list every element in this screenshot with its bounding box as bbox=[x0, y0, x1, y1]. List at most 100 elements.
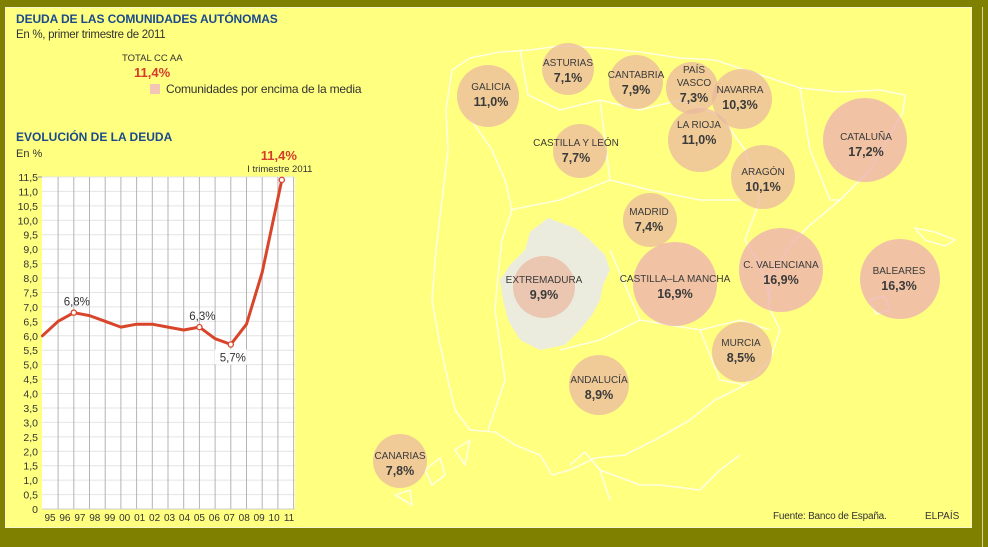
total-value: 11,4% bbox=[134, 65, 171, 80]
bubble-cataluna bbox=[823, 98, 907, 182]
bubble-aragon bbox=[731, 145, 795, 209]
region-name: LA RIOJA bbox=[677, 120, 721, 131]
y-tick-label: 3,5 bbox=[23, 403, 38, 415]
data-point-label: 5,7% bbox=[220, 352, 246, 364]
bubble-andalucia bbox=[569, 355, 629, 415]
region-name: ANDALUCÍA bbox=[570, 375, 628, 386]
x-tick-label: 05 bbox=[194, 513, 206, 524]
y-tick-label: 2,5 bbox=[23, 432, 38, 444]
x-tick-label: 96 bbox=[59, 513, 71, 524]
x-tick-label: 03 bbox=[164, 513, 176, 524]
y-tick-label: 7,0 bbox=[23, 302, 38, 314]
region-label-madrid: MADRID 7,4% bbox=[629, 206, 668, 236]
region-value: 7,9% bbox=[621, 83, 651, 97]
y-tick-label: 8,0 bbox=[23, 273, 38, 285]
region-label-baleares: BALEARES 16,3% bbox=[873, 265, 926, 295]
y-tick-label: 11,0 bbox=[18, 186, 38, 198]
region-name: MURCIA bbox=[721, 338, 761, 349]
x-tick-label: 04 bbox=[179, 513, 191, 524]
bubble-pais-vasco bbox=[666, 62, 718, 114]
x-tick-label: 07 bbox=[224, 513, 236, 524]
data-point-marker bbox=[227, 341, 235, 348]
bubble-baleares bbox=[860, 239, 940, 319]
bubble-extremadura bbox=[513, 256, 575, 318]
region-label-asturias: ASTURIAS 7,1% bbox=[543, 57, 593, 87]
region-value: 7,3% bbox=[679, 91, 709, 105]
region-label-cataluna: CATALUÑA 17,2% bbox=[840, 131, 892, 161]
y-tick-label: 0,5 bbox=[23, 490, 38, 502]
region-value: 7,4% bbox=[634, 220, 664, 234]
bubble-cantabria bbox=[609, 55, 663, 109]
data-point-marker bbox=[70, 309, 78, 316]
y-tick-label: 4,5 bbox=[23, 374, 38, 386]
region-label-murcia: MURCIA 8,5% bbox=[721, 337, 760, 367]
x-tick-label: 02 bbox=[149, 513, 161, 524]
peninsula-coastline bbox=[431, 45, 906, 476]
data-point-label: 6,3% bbox=[189, 311, 215, 323]
region-label-castilla-y-leon: CASTILLA Y LEÓN 7,7% bbox=[533, 137, 619, 167]
bubble-c-valenciana bbox=[739, 228, 823, 312]
y-tick-label: 10,5 bbox=[18, 201, 39, 213]
x-tick-label: 95 bbox=[44, 513, 56, 524]
y-tick-label: 7,5 bbox=[23, 287, 38, 299]
bubble-murcia bbox=[712, 322, 772, 382]
y-tick-label: 6,5 bbox=[23, 316, 38, 328]
region-value: 11,0% bbox=[681, 133, 717, 147]
x-tick-label: 06 bbox=[209, 513, 221, 524]
region-name: BALEARES bbox=[872, 266, 926, 277]
region-label-galicia: GALICIA 11,0% bbox=[471, 81, 510, 111]
highlight-sublabel: I trimestre 2011 bbox=[247, 164, 312, 175]
bubble-canarias bbox=[373, 434, 427, 488]
y-tick-label: 1,5 bbox=[23, 461, 38, 473]
region-name: ASTURIAS bbox=[542, 58, 594, 69]
legend-swatch-above-average bbox=[150, 84, 160, 94]
region-name: NAVARRA bbox=[716, 85, 764, 96]
region-value: 11,0% bbox=[473, 95, 509, 109]
bubble-castilla-la-mancha bbox=[633, 242, 717, 326]
region-label-castilla-la-mancha: CASTILLA–LA MANCHA 16,9% bbox=[620, 273, 731, 303]
region-value: 16,3% bbox=[881, 279, 917, 293]
x-tick-label: 00 bbox=[119, 513, 131, 524]
canary-islands bbox=[394, 439, 741, 506]
x-tick-label: 97 bbox=[74, 513, 86, 524]
region-name: PAÍS VASCO bbox=[676, 65, 712, 89]
region-label-la-rioja: LA RIOJA 11,0% bbox=[677, 119, 721, 149]
region-label-extremadura: EXTREMADURA 9,9% bbox=[506, 274, 583, 304]
bubble-castilla-y-leon bbox=[553, 124, 607, 178]
total-label: TOTAL CC AA bbox=[122, 53, 183, 64]
frame-divider bbox=[982, 7, 983, 547]
region-name: C. VALENCIANA bbox=[743, 260, 819, 271]
y-tick-label: 11,5 bbox=[18, 172, 38, 184]
x-tick-label: 01 bbox=[134, 513, 146, 524]
bubble-asturias bbox=[542, 43, 594, 95]
region-name: CANTABRIA bbox=[607, 70, 665, 81]
region-value: 10,1% bbox=[745, 180, 781, 194]
region-name: CASTILLA Y LEÓN bbox=[533, 138, 619, 149]
data-point-label: 6,8% bbox=[64, 297, 90, 309]
y-tick-label: 1,0 bbox=[23, 475, 38, 487]
y-tick-label: 10,0 bbox=[18, 215, 39, 227]
y-tick-label: 8,5 bbox=[23, 259, 38, 271]
region-name: ARAGÓN bbox=[741, 167, 785, 178]
bubble-la-rioja bbox=[668, 108, 732, 172]
data-point-marker bbox=[278, 176, 286, 184]
x-tick-label: 99 bbox=[104, 513, 116, 524]
region-label-navarra: NAVARRA 10,3% bbox=[717, 84, 764, 114]
region-value: 16,9% bbox=[657, 287, 693, 301]
evolution-chart-title: EVOLUCIÓN DE LA DEUDA bbox=[16, 130, 173, 144]
bubble-galicia bbox=[457, 65, 519, 127]
x-tick-label: 08 bbox=[239, 513, 251, 524]
y-tick-label: 5,5 bbox=[23, 345, 38, 357]
y-tick-label: 3,0 bbox=[23, 417, 38, 429]
region-value: 7,8% bbox=[385, 464, 415, 478]
region-name: GALICIA bbox=[471, 82, 511, 93]
region-value: 9,9% bbox=[529, 288, 559, 302]
y-tick-label: 9,5 bbox=[23, 230, 38, 242]
region-label-canarias: CANARIAS 7,8% bbox=[374, 450, 425, 480]
region-label-pais-vasco: PAÍS VASCO 7,3% bbox=[673, 64, 715, 107]
y-tick-label: 4,0 bbox=[23, 389, 38, 401]
region-label-aragon: ARAGÓN 10,1% bbox=[741, 166, 784, 196]
bubble-madrid bbox=[623, 193, 677, 247]
brand-logo: ELPAÍS bbox=[925, 511, 960, 522]
source-credit: Fuente: Banco de España. bbox=[773, 511, 887, 522]
